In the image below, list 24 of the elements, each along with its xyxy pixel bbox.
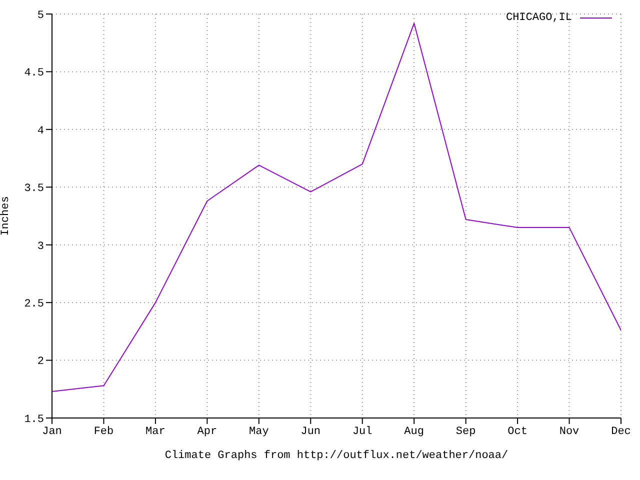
y-tick-label: 4.5 bbox=[24, 68, 44, 80]
y-tick-label: 2 bbox=[37, 356, 44, 368]
x-tick-label: Mar bbox=[146, 426, 166, 438]
y-axis-title: Inches bbox=[0, 196, 12, 236]
x-tick-label: Apr bbox=[197, 426, 218, 438]
x-tick-label: Feb bbox=[94, 426, 114, 438]
y-tick-label: 5 bbox=[37, 10, 44, 22]
y-tick-label: 3.5 bbox=[24, 183, 44, 196]
line-series bbox=[52, 22, 621, 392]
y-tick-label: 3 bbox=[37, 240, 44, 253]
x-tick-label: Jun bbox=[300, 426, 321, 438]
x-tick-label: Jul bbox=[352, 426, 372, 438]
y-tick-label: 2.5 bbox=[24, 298, 44, 310]
x-tick-label: Dec bbox=[611, 426, 631, 438]
x-tick-label: Sep bbox=[456, 426, 476, 438]
legend-label: CHICAGO,IL bbox=[506, 12, 572, 24]
x-tick-label: May bbox=[249, 426, 270, 438]
x-tick-label: Oct bbox=[508, 426, 528, 438]
y-tick-label: 1.5 bbox=[24, 414, 44, 426]
x-tick-label: Nov bbox=[559, 426, 580, 438]
x-tick-label: Aug bbox=[404, 426, 424, 438]
y-tick-label: 4 bbox=[37, 125, 44, 138]
x-tick-label: Jan bbox=[42, 426, 62, 438]
x-axis-title: Climate Graphs from http://outflux.net/weather/noaa/ bbox=[164, 450, 508, 462]
